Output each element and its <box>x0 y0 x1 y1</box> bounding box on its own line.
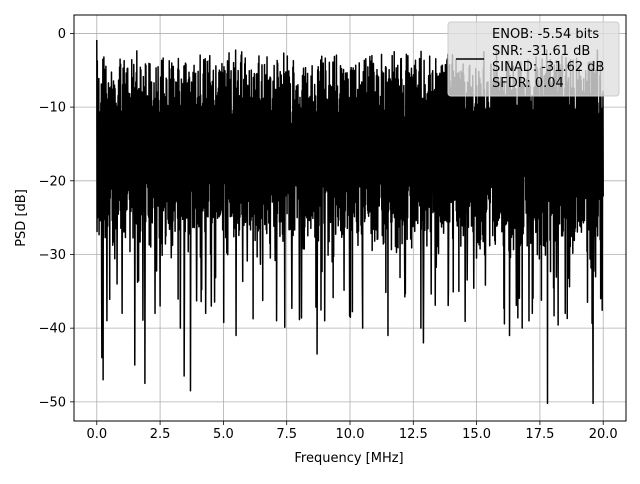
x-tick-label: 17.5 <box>525 427 554 442</box>
y-tick-label: −10 <box>39 101 66 116</box>
legend: ENOB: -5.54 bits SNR: -31.61 dB SINAD: -… <box>447 21 620 97</box>
y-axis-label: PSD [dB] <box>14 189 29 247</box>
legend-line-snr: SNR: -31.61 dB <box>492 44 590 59</box>
x-tick-label: 7.5 <box>276 427 297 442</box>
legend-box <box>447 21 620 97</box>
x-tick-label: 15.0 <box>462 427 491 442</box>
psd-series-line <box>96 40 604 405</box>
ticks: 0.0 2.5 5.0 7.5 10.0 12.5 15.0 17.5 20.0 0 −10 −20 −… <box>39 27 618 442</box>
x-tick-label: 12.5 <box>399 427 428 442</box>
y-tick-label: −50 <box>39 395 66 410</box>
x-tick-label: 0.0 <box>86 427 107 442</box>
y-tick-label: −40 <box>39 322 66 337</box>
data-layer <box>96 40 604 405</box>
x-tick-label: 2.5 <box>150 427 171 442</box>
x-axis-label: Frequency [MHz] <box>294 451 403 466</box>
y-tick-label: −20 <box>39 174 66 189</box>
legend-line-sinad: SINAD: -31.62 dB <box>492 60 604 75</box>
x-tick-label: 5.0 <box>213 427 234 442</box>
y-tick-label: 0 <box>58 27 66 42</box>
y-tick-label: −30 <box>39 248 66 263</box>
x-tick-label: 20.0 <box>589 427 618 442</box>
legend-line-sfdr: SFDR: 0.04 <box>492 76 564 91</box>
legend-line-enob: ENOB: -5.54 bits <box>492 27 599 42</box>
x-tick-label: 10.0 <box>336 427 365 442</box>
